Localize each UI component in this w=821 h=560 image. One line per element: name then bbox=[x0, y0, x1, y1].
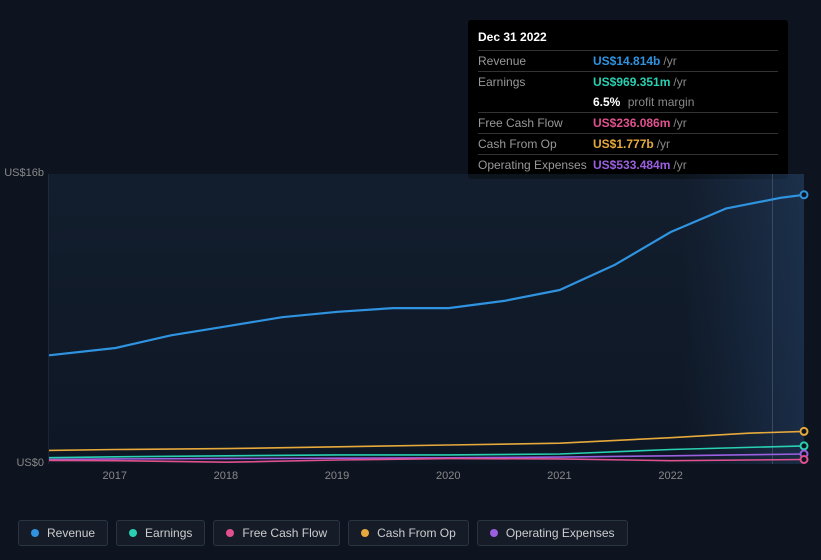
x-axis-label: 2019 bbox=[325, 470, 349, 482]
tooltip-label: Revenue bbox=[478, 54, 593, 68]
tooltip-row: EarningsUS$969.351m/yr bbox=[478, 71, 778, 92]
legend-swatch bbox=[226, 529, 234, 537]
financials-chart[interactable]: US$0US$16b 201720182019202020212022 bbox=[18, 160, 804, 500]
legend-item[interactable]: Operating Expenses bbox=[477, 520, 628, 546]
legend-item[interactable]: Earnings bbox=[116, 520, 205, 546]
tooltip-value: US$236.086m bbox=[593, 116, 670, 130]
tooltip-row: Free Cash FlowUS$236.086m/yr bbox=[478, 112, 778, 133]
series-end-marker bbox=[801, 442, 808, 449]
tooltip-date: Dec 31 2022 bbox=[478, 26, 778, 50]
legend-item[interactable]: Cash From Op bbox=[348, 520, 469, 546]
legend-label: Free Cash Flow bbox=[242, 526, 327, 540]
tooltip-value: US$1.777b bbox=[593, 137, 654, 151]
chart-tooltip: Dec 31 2022 RevenueUS$14.814b/yrEarnings… bbox=[468, 20, 788, 179]
series-line[interactable] bbox=[49, 195, 804, 355]
tooltip-margin-row: 6.5% profit margin bbox=[478, 92, 778, 112]
tooltip-label: Free Cash Flow bbox=[478, 116, 593, 130]
series-end-marker bbox=[801, 456, 808, 463]
legend-swatch bbox=[490, 529, 498, 537]
tooltip-unit: /yr bbox=[657, 137, 670, 151]
tooltip-unit: /yr bbox=[673, 116, 686, 130]
legend-swatch bbox=[31, 529, 39, 537]
tooltip-value: US$14.814b bbox=[593, 54, 660, 68]
tooltip-unit: /yr bbox=[673, 75, 686, 89]
x-axis-label: 2017 bbox=[102, 470, 126, 482]
tooltip-row: Cash From OpUS$1.777b/yr bbox=[478, 133, 778, 154]
tooltip-unit: /yr bbox=[663, 54, 676, 68]
series-line[interactable] bbox=[49, 431, 804, 450]
tooltip-row: RevenueUS$14.814b/yr bbox=[478, 50, 778, 71]
x-axis-label: 2020 bbox=[436, 470, 460, 482]
tooltip-label: Cash From Op bbox=[478, 137, 593, 151]
series-end-marker bbox=[801, 428, 808, 435]
tooltip-margin-pct: 6.5% bbox=[593, 95, 620, 109]
legend-label: Cash From Op bbox=[377, 526, 456, 540]
tooltip-margin-label: profit margin bbox=[624, 95, 694, 109]
y-axis-label: US$16b bbox=[0, 167, 44, 179]
legend-label: Revenue bbox=[47, 526, 95, 540]
legend-item[interactable]: Free Cash Flow bbox=[213, 520, 340, 546]
x-axis-label: 2021 bbox=[547, 470, 571, 482]
legend-swatch bbox=[129, 529, 137, 537]
series-end-marker bbox=[801, 191, 808, 198]
x-axis-label: 2022 bbox=[658, 470, 682, 482]
y-axis-label: US$0 bbox=[0, 457, 44, 469]
chart-legend: Revenue Earnings Free Cash Flow Cash From O… bbox=[18, 520, 628, 546]
plot-area[interactable] bbox=[48, 174, 804, 464]
legend-label: Earnings bbox=[145, 526, 192, 540]
legend-swatch bbox=[361, 529, 369, 537]
chart-container: Dec 31 2022 RevenueUS$14.814b/yrEarnings… bbox=[0, 0, 821, 560]
legend-item[interactable]: Revenue bbox=[18, 520, 108, 546]
tooltip-value: US$969.351m bbox=[593, 75, 670, 89]
tooltip-label: Earnings bbox=[478, 75, 593, 89]
x-axis-label: 2018 bbox=[214, 470, 238, 482]
legend-label: Operating Expenses bbox=[506, 526, 615, 540]
